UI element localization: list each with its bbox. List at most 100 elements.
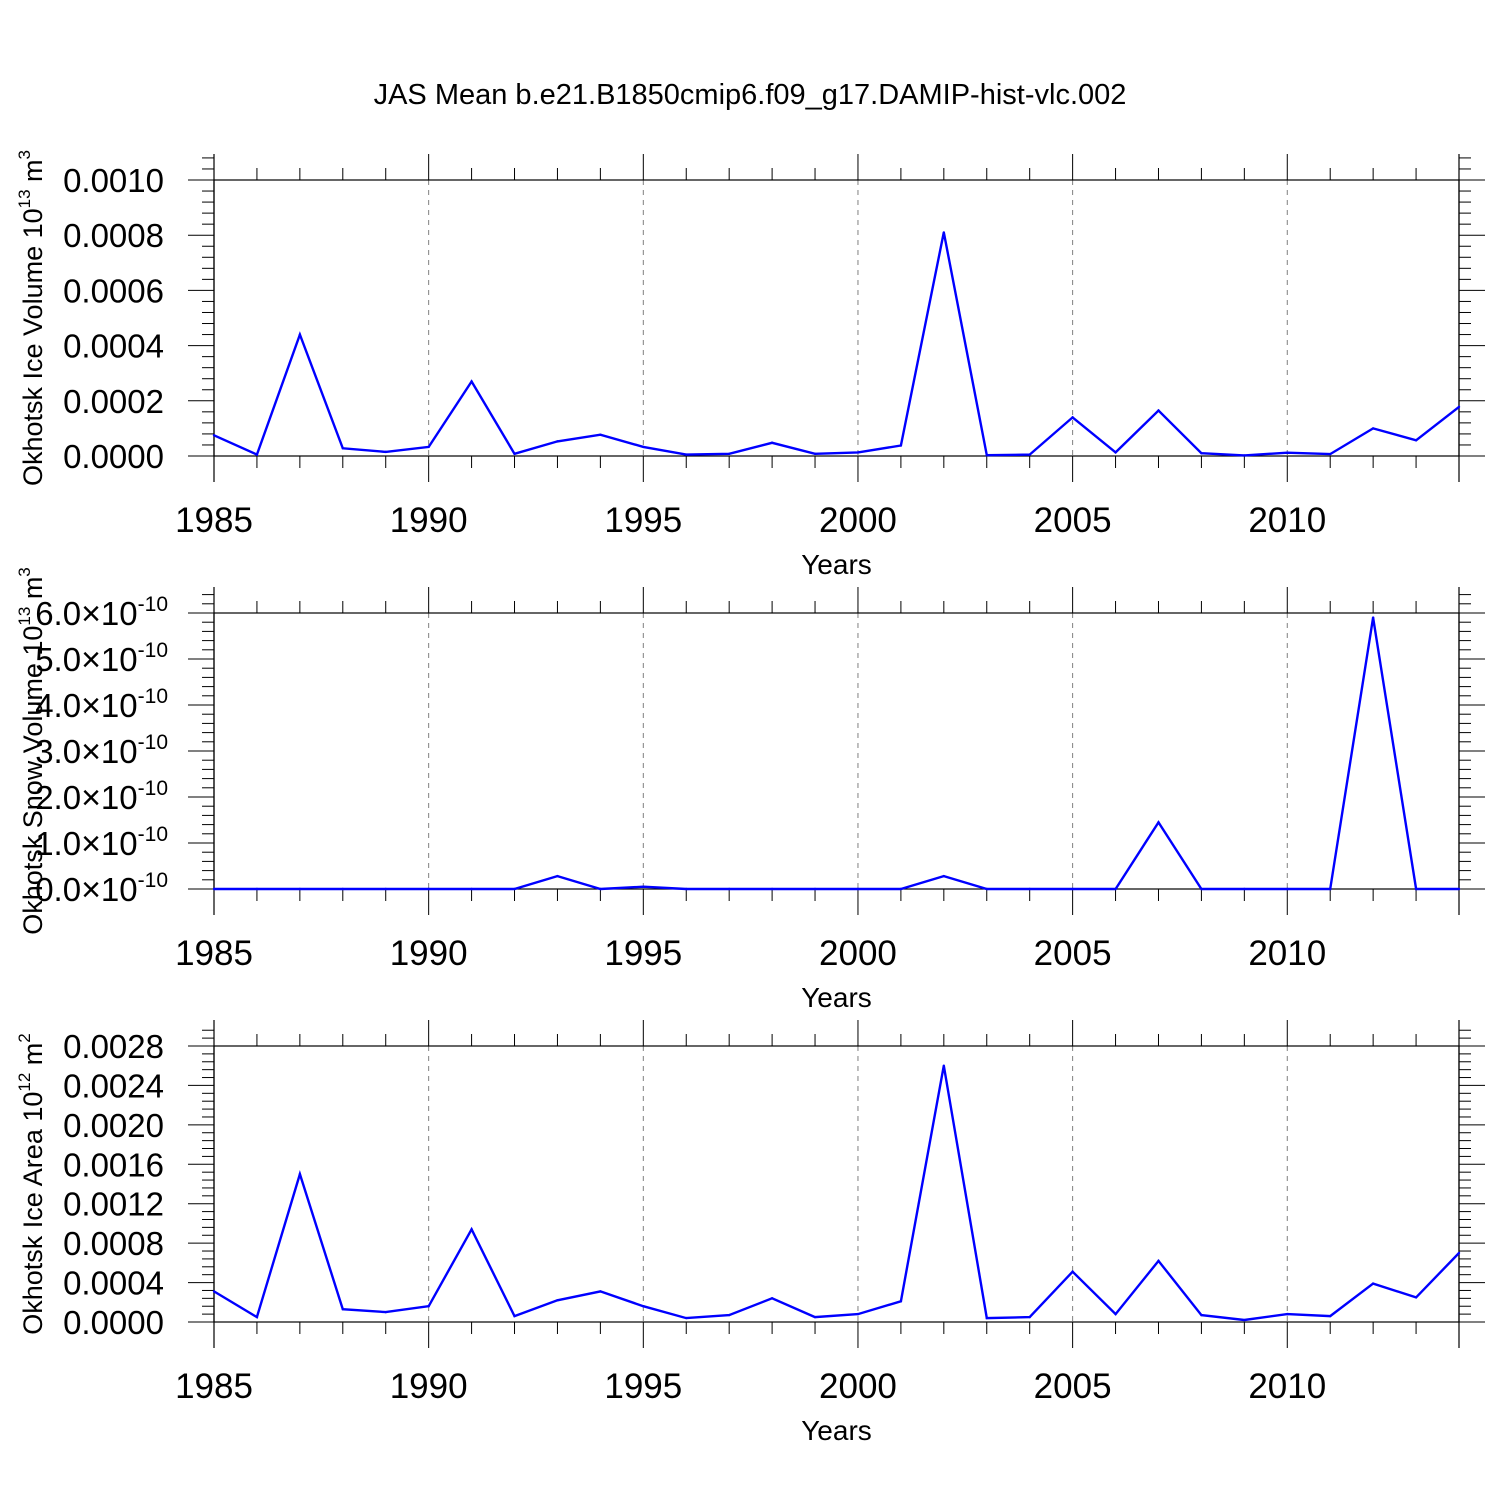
x-tick-label: 2010 — [1248, 501, 1326, 540]
x-tick-label: 1995 — [604, 501, 682, 540]
data-point — [1286, 1312, 1289, 1316]
data-point — [899, 1300, 903, 1303]
x-axis-label: Years — [801, 1415, 872, 1446]
data-point — [1071, 887, 1074, 891]
data-point — [1414, 887, 1418, 891]
x-tick-label: 2000 — [819, 501, 897, 540]
x-tick-label: 1985 — [175, 501, 253, 540]
data-point — [985, 1316, 988, 1320]
y-axis-label: Okhotsk Snow Volume 1013 m3 — [15, 567, 48, 935]
data-point — [856, 451, 860, 454]
y-tick-label: 0.0008 — [63, 217, 164, 254]
data-point — [727, 1313, 731, 1317]
data-point — [513, 887, 516, 891]
data-point — [341, 887, 344, 891]
data-point — [212, 1290, 216, 1293]
x-tick-label: 2005 — [1034, 1367, 1112, 1406]
y-tick-label: 1.0×10-10 — [35, 823, 168, 863]
data-point — [727, 887, 731, 891]
data-point — [813, 452, 817, 455]
data-point — [556, 1299, 559, 1302]
data-point — [1028, 453, 1031, 456]
data-point — [470, 887, 473, 891]
data-point — [599, 433, 602, 436]
data-point — [513, 1314, 516, 1318]
plot-frame — [213, 612, 1460, 890]
x-tick-label: 2005 — [1034, 934, 1112, 973]
data-point — [1157, 821, 1160, 824]
data-point — [1371, 1282, 1375, 1285]
data-point — [1457, 405, 1461, 409]
data-point — [856, 1312, 860, 1316]
data-point — [1457, 1251, 1461, 1255]
data-point — [212, 434, 216, 437]
data-point — [1071, 416, 1074, 419]
x-tick-label: 1995 — [604, 934, 682, 973]
y-tick-label: 6.0×10-10 — [35, 593, 168, 633]
y-tick-label: 0.0000 — [63, 438, 164, 475]
data-point — [513, 452, 516, 455]
data-point — [1414, 1296, 1418, 1299]
y-tick-label: 0.0004 — [63, 328, 164, 365]
y-tick-label: 0.0008 — [63, 1225, 164, 1262]
y-tick-label: 0.0006 — [63, 272, 164, 309]
data-point — [298, 887, 302, 891]
data-point — [642, 885, 645, 888]
data-point — [384, 1310, 387, 1314]
y-tick-label: 0.0024 — [63, 1067, 164, 1104]
data-point — [1329, 887, 1332, 891]
data-point — [1028, 887, 1031, 891]
data-point — [1114, 451, 1117, 454]
data-point — [685, 887, 688, 891]
data-point — [985, 453, 988, 457]
data-point — [642, 445, 645, 449]
data-point — [1200, 1313, 1203, 1317]
data-point — [599, 887, 602, 891]
data-point — [427, 445, 430, 449]
x-axis-label: Years — [801, 549, 872, 580]
data-point — [255, 1315, 259, 1319]
data-point — [341, 447, 344, 450]
data-point — [1457, 887, 1461, 891]
data-point — [770, 1297, 774, 1300]
data-point — [942, 874, 946, 878]
x-tick-label: 1985 — [175, 1367, 253, 1406]
data-point — [470, 380, 473, 383]
x-tick-label: 1990 — [390, 934, 468, 973]
data-point — [1371, 427, 1375, 430]
data-point — [1243, 1318, 1246, 1322]
x-tick-label: 2010 — [1248, 934, 1326, 973]
x-tick-label: 1990 — [390, 1367, 468, 1406]
data-point — [255, 887, 259, 891]
y-tick-label: 5.0×10-10 — [35, 639, 168, 679]
x-tick-label: 2000 — [819, 1367, 897, 1406]
x-tick-label: 1990 — [390, 501, 468, 540]
y-tick-label: 0.0012 — [63, 1186, 164, 1223]
data-point — [770, 441, 774, 444]
data-point — [1243, 887, 1246, 891]
chart-panel-2: 1985 1990 1995 2000 2005 2010 Years 0.0×10-10 1.… — [15, 567, 1485, 1013]
x-tick-label: 2000 — [819, 934, 897, 973]
series-line — [214, 617, 1459, 891]
data-point — [341, 1307, 344, 1311]
y-tick-label: 0.0016 — [63, 1146, 164, 1183]
data-point — [255, 453, 259, 456]
y-tick-label: 0.0020 — [63, 1107, 164, 1144]
plot-frame — [213, 1045, 1460, 1323]
data-point — [727, 452, 731, 455]
data-point — [1329, 1314, 1332, 1318]
y-axis-label: Okhotsk Ice Volume 1013 m3 — [15, 150, 48, 486]
data-point — [942, 231, 946, 234]
data-point — [1157, 1259, 1160, 1263]
data-point — [685, 1316, 688, 1320]
x-tick-label: 2010 — [1248, 1367, 1326, 1406]
data-point — [1028, 1315, 1031, 1319]
data-point — [685, 453, 688, 456]
data-point — [427, 1305, 430, 1308]
y-tick-label: 0.0×10-10 — [35, 869, 168, 909]
data-point — [1157, 409, 1160, 412]
data-point — [1371, 616, 1375, 619]
data-point — [1286, 887, 1289, 891]
data-point — [556, 874, 559, 878]
data-point — [813, 1315, 817, 1319]
